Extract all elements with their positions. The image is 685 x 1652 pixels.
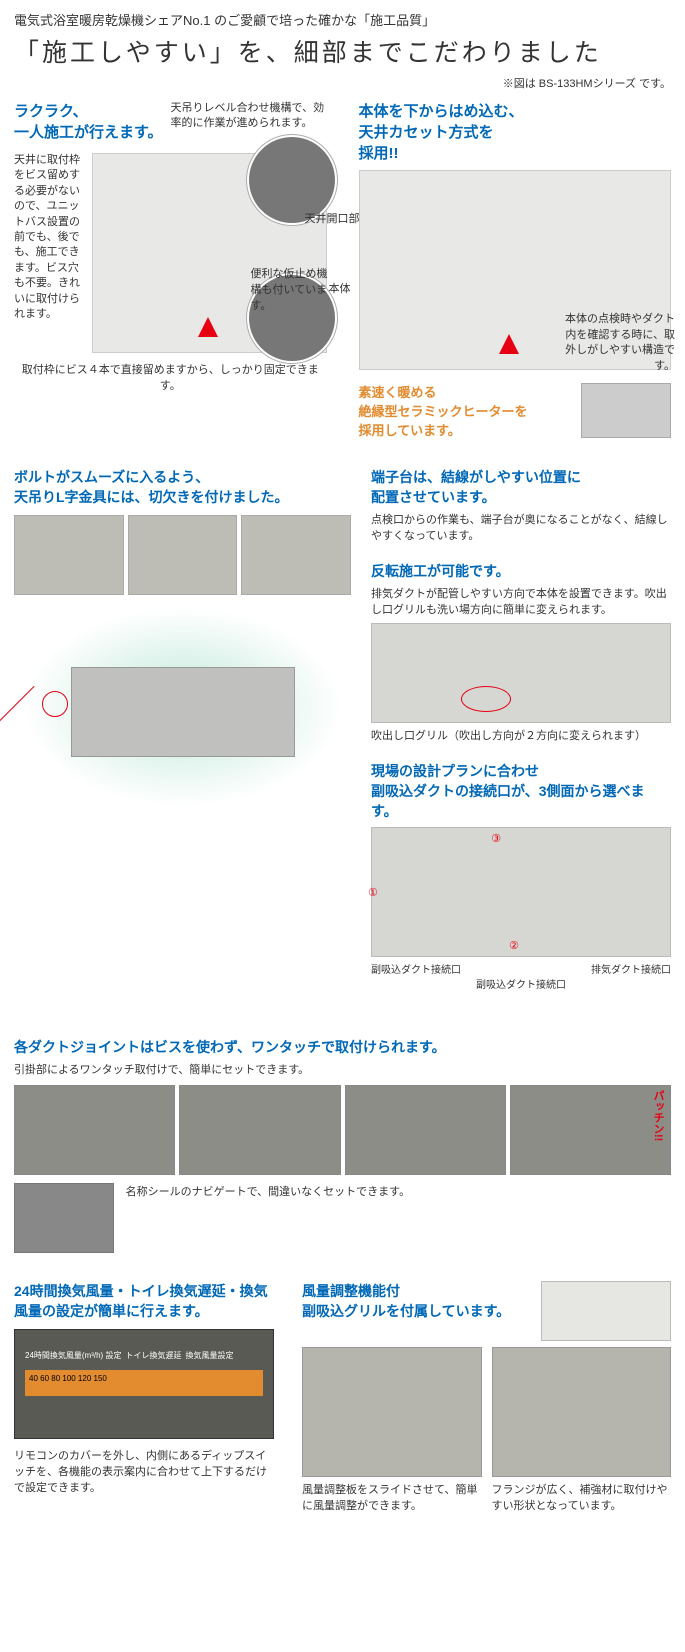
caption-maintenance: 本体の点検時やダクト内を確認する時に、取外しがしやすい構造です。 xyxy=(555,312,675,374)
label-duct-side1: 副吸込ダクト接続口 xyxy=(371,961,461,976)
label-ceiling-opening: 天井開口部 xyxy=(305,210,360,226)
label-body: 本体 xyxy=(329,280,351,296)
card-terminal: 端子台は、結線がしやすい位置に 配置させています。 点検口からの作業も、端子台が… xyxy=(371,467,671,543)
label-duct-exhaust: 排気ダクト接続口 xyxy=(591,961,671,976)
photo-flange xyxy=(492,1347,672,1477)
photo-reverse-unit xyxy=(371,623,671,723)
headline-easy-install: ラクラク、 一人施工が行えます。 xyxy=(14,101,163,143)
section-dipswitch: 24時間換気風量・トイレ換気遅延・換気風量の設定が簡単に行えます。 24時間換気… xyxy=(14,1281,274,1513)
dip-head-right: 換気風量設定 xyxy=(185,1350,233,1361)
dip-values: 40 60 80 100 120 150 xyxy=(29,1374,107,1383)
section-intake-grill: 風量調整機能付 副吸込グリルを付属しています。 風量調整板をスライドさせて、簡単… xyxy=(302,1281,671,1513)
panel-easy-install: ラクラク、 一人施工が行えます。 天吊りレベル合わせ機構で、効率的に作業が進めら… xyxy=(14,101,327,439)
mark-3: ③ xyxy=(491,832,501,845)
headline-dipswitch: 24時間換気風量・トイレ換気遅延・換気風量の設定が簡単に行えます。 xyxy=(14,1281,274,1321)
photo-duct3: ③ ① ② xyxy=(371,827,671,957)
text-seal: 名称シールのナビゲートで、間違いなくセットできます。 xyxy=(126,1186,410,1198)
callout-circle-bolt xyxy=(42,691,68,717)
text-slide: 風量調整板をスライドさせて、簡単に風量調整ができます。 xyxy=(302,1481,482,1513)
panel-cassette-method: 本体を下からはめ込む、 天井カセット方式を 採用!! 天井開口部 本体 本体の点… xyxy=(359,101,672,439)
subheading: 電気式浴室暖房乾燥機シェアNo.1 のご愛顧で培った確かな「施工品質」 xyxy=(14,10,671,29)
text-terminal: 点検口からの作業も、端子台が奥になることがなく、結線しやすくなっています。 xyxy=(371,511,671,543)
text-hook: 引掛部によるワンタッチ取付けで、簡単にセットできます。 xyxy=(14,1061,671,1077)
headline-duct3: 現場の設計プランに合わせ 副吸込ダクトの接続口が、3側面から選べます。 xyxy=(371,761,671,821)
photo-joint-4 xyxy=(510,1085,671,1175)
photo-slide-plate xyxy=(302,1347,482,1477)
side-text-no-screws: 天井に取付枠をビス留めする必要がないので、ユニットバス設置の前でも、後でも、施工… xyxy=(14,153,86,353)
model-note: ※図は BS-133HMシリーズ です。 xyxy=(14,75,671,91)
photo-dipswitch: 24時間換気風量(m³/h) 設定 トイレ換気遅延 換気風量設定 40 60 8… xyxy=(14,1329,274,1439)
photo-seal xyxy=(14,1183,114,1253)
main-heading: 「施工しやすい」を、細部までこだわりました xyxy=(14,33,671,69)
callout-circle-grill xyxy=(461,686,511,712)
photos-bolt-cutout xyxy=(14,515,351,595)
photo-intake-grill-unit xyxy=(541,1281,671,1341)
mark-2: ② xyxy=(509,939,519,952)
caption-four-screws: 取付枠にビス４本で直接留めますから、しっかり固定できます。 xyxy=(14,361,327,393)
card-duct3: 現場の設計プランに合わせ 副吸込ダクトの接続口が、3側面から選べます。 ③ ① … xyxy=(371,761,671,991)
photo-bolt-1 xyxy=(14,515,124,595)
mark-1: ① xyxy=(368,886,378,899)
photo-heater xyxy=(581,383,671,438)
text-flange: フランジが広く、補強材に取付けやすい形状となっています。 xyxy=(492,1481,672,1513)
card-reverse: 反転施工が可能です。 排気ダクトが配管しやすい方向で本体を設置できます。吹出し口… xyxy=(371,561,671,743)
illustration-main-unit xyxy=(23,607,343,807)
dip-head-left: 24時間換気風量(m³/h) 設定 xyxy=(25,1350,121,1361)
caption-temp-stop: 便利な仮止め機構も付いています。 xyxy=(251,265,331,313)
photo-bolt-3 xyxy=(241,515,351,595)
label-duct-side2: 副吸込ダクト接続口 xyxy=(371,976,671,991)
headline-terminal: 端子台は、結線がしやすい位置に 配置させています。 xyxy=(371,467,671,507)
section-duct-joints: 各ダクトジョイントはビスを使わず、ワンタッチで取付けられます。 引掛部によるワン… xyxy=(14,1037,671,1253)
headline-joints: 各ダクトジョイントはビスを使わず、ワンタッチで取付けられます。 xyxy=(14,1037,671,1057)
photo-joint-2 xyxy=(179,1085,340,1175)
leader-line-bolt xyxy=(0,686,34,729)
text-reverse: 排気ダクトが配管しやすい方向で本体を設置できます。吹出し口グリルも洗い場方向に簡… xyxy=(371,585,671,617)
photo-joint-3 xyxy=(345,1085,506,1175)
photo-joint-1 xyxy=(14,1085,175,1175)
headline-cassette: 本体を下からはめ込む、 天井カセット方式を 採用!! xyxy=(359,101,672,164)
headline-bolt-cutout: ボルトがスムーズに入るよう、 天吊りL字金具には、切欠きを付けました。 xyxy=(14,467,351,507)
photo-bolt-2 xyxy=(128,515,238,595)
text-dipswitch: リモコンのカバーを外し、内側にあるディップスイッチを、各機能の表示案内に合わせて… xyxy=(14,1447,274,1495)
dip-head-mid: トイレ換気遅延 xyxy=(125,1350,181,1361)
headline-reverse: 反転施工が可能です。 xyxy=(371,561,671,581)
caption-grill: 吹出し口グリル（吹出し方向が２方向に変えられます） xyxy=(371,727,671,743)
caption-ceramic-heater: 素速く暖める 絶縁型セラミックヒーターを 採用しています。 xyxy=(359,382,574,439)
